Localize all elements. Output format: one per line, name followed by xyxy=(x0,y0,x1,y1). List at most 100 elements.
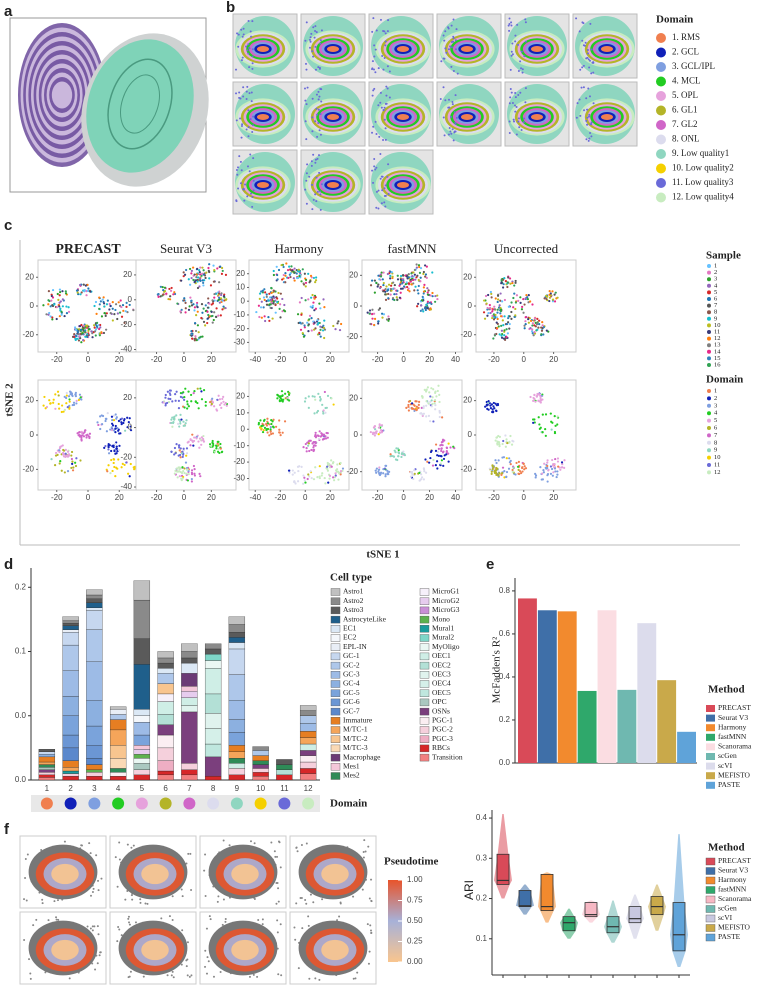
tsne-point xyxy=(422,286,425,289)
thumb-spot xyxy=(371,60,374,63)
thumb-spot xyxy=(385,102,388,105)
tsne-point xyxy=(369,284,373,287)
tsne-point xyxy=(156,293,159,296)
legend-swatch xyxy=(707,470,711,475)
tsne-point xyxy=(196,401,199,405)
tsne-point xyxy=(381,278,384,281)
tsne-point xyxy=(382,472,385,475)
tsne-point xyxy=(314,431,317,434)
map-spot xyxy=(53,900,56,903)
tsne-point xyxy=(110,422,114,425)
tsne-point xyxy=(540,333,543,336)
legend-label: GC-5 xyxy=(343,688,360,697)
map-spot xyxy=(261,923,264,926)
tsne-point xyxy=(258,292,262,295)
tsne-point xyxy=(307,298,310,301)
bar-segment xyxy=(157,714,174,725)
bar-segment xyxy=(204,643,222,650)
thumb-spot xyxy=(374,71,377,74)
tsne-point xyxy=(410,283,413,286)
tsne-point xyxy=(434,300,437,303)
tsne-point xyxy=(49,305,52,308)
tsne-point xyxy=(106,299,109,302)
tsne-point xyxy=(371,317,374,320)
tsne-point xyxy=(379,273,382,276)
tsne-point xyxy=(429,307,432,310)
legend-label: 6 xyxy=(714,424,718,431)
tsne-point xyxy=(380,431,384,434)
map-spot xyxy=(90,894,93,897)
tsne-point xyxy=(547,469,550,472)
tsne-point xyxy=(402,279,405,282)
y-tick-label: 0 xyxy=(241,296,246,305)
tsne-point xyxy=(503,315,506,318)
thumb-spot xyxy=(383,106,386,109)
map-spot xyxy=(228,844,231,847)
legend-label: 12 xyxy=(714,335,721,342)
bar-segment xyxy=(133,745,151,750)
x-tick-label: -20 xyxy=(488,355,500,364)
tsne-point xyxy=(171,425,174,428)
bar-segment xyxy=(204,743,222,758)
thumb-spot xyxy=(443,39,446,42)
thumb-spot xyxy=(372,181,375,184)
thumb-spot xyxy=(317,98,320,101)
tsne-point xyxy=(66,470,70,473)
thumb-spot xyxy=(306,163,309,166)
tsne-point xyxy=(166,390,169,393)
tsne-point xyxy=(423,264,427,267)
tsne-point xyxy=(202,269,205,272)
tsne-point xyxy=(210,303,213,306)
tsne-point xyxy=(314,307,318,310)
thumb-spot xyxy=(310,160,313,163)
thumb-spot xyxy=(452,18,455,21)
legend-swatch xyxy=(706,714,715,722)
thumb-spot xyxy=(305,103,308,106)
tsne-point xyxy=(179,447,182,450)
thumb-spot xyxy=(585,97,588,100)
tsne-point xyxy=(426,386,430,389)
tsne-point xyxy=(425,303,428,307)
bar-segment xyxy=(157,657,174,664)
thumb-spot xyxy=(508,132,511,135)
y-tick-label: -20 xyxy=(22,464,34,473)
legend-swatch xyxy=(419,717,430,725)
y-tick-label: -20 xyxy=(233,324,245,333)
legend-label: 9. Low quality1 xyxy=(672,148,729,158)
tsne-point xyxy=(290,265,293,268)
tsne-point xyxy=(501,319,504,322)
tsne-point xyxy=(102,296,105,299)
tsne-point xyxy=(551,421,554,424)
tsne-point xyxy=(399,278,403,281)
tsne-point xyxy=(393,287,396,290)
tsne-point xyxy=(114,475,117,478)
tsne-point xyxy=(445,450,448,453)
tsne-point xyxy=(59,309,62,312)
tsne-point xyxy=(335,470,338,473)
legend-swatch xyxy=(705,895,716,904)
thumb-spot xyxy=(524,21,527,24)
tsne-point xyxy=(274,290,277,293)
tsne-point xyxy=(432,420,435,423)
tsne-point xyxy=(337,478,340,481)
tsne-point xyxy=(498,304,501,307)
thumb-spot xyxy=(381,55,384,58)
tsne-point xyxy=(265,303,269,306)
x-tick-label: 4 xyxy=(116,784,121,793)
tsne-point xyxy=(503,476,506,479)
tsne-point xyxy=(96,421,99,424)
tsne-point xyxy=(409,475,413,478)
tsne-point xyxy=(194,279,197,282)
tsne-point xyxy=(103,305,106,308)
tsne-point xyxy=(217,298,220,302)
tsne-point xyxy=(374,469,377,472)
tsne-point xyxy=(104,419,107,423)
tsne-point xyxy=(329,464,332,467)
map-spot xyxy=(180,963,183,966)
tsne-point xyxy=(217,292,220,295)
tsne-point xyxy=(189,296,192,299)
tsne-point xyxy=(59,300,62,303)
tsne-point xyxy=(407,403,410,407)
tsne-point xyxy=(163,286,167,289)
tsne-point xyxy=(85,434,88,437)
